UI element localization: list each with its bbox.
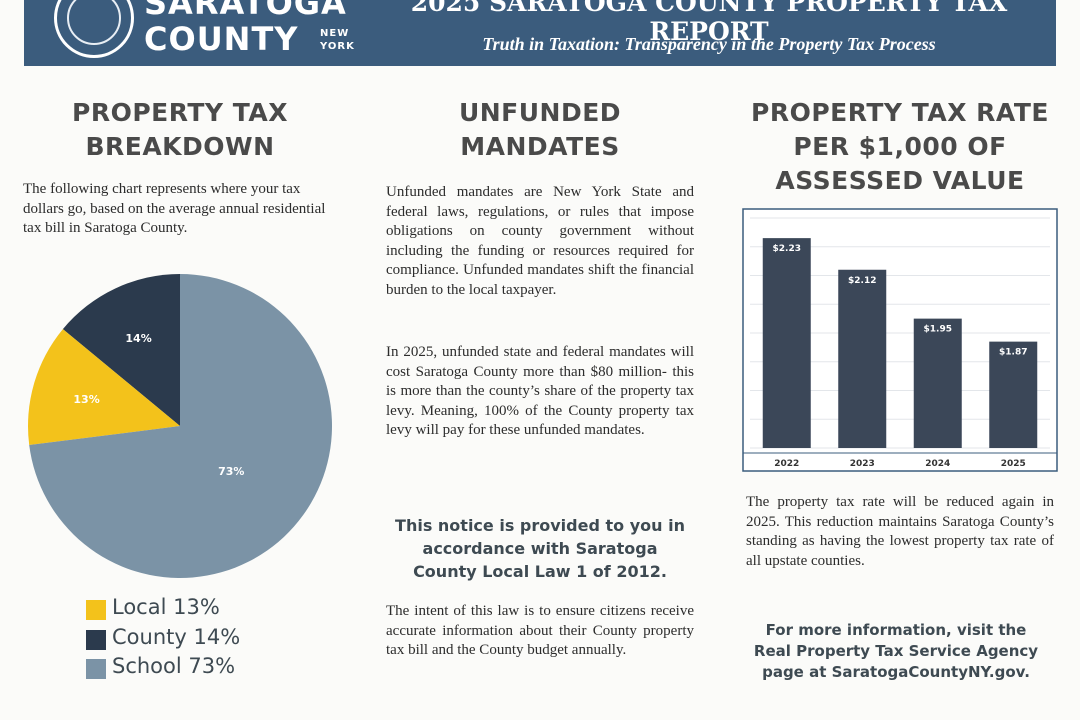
report-subtitle: Truth in Taxation: Transparency in the P… <box>482 34 936 54</box>
x-tick-label-2023: 2023 <box>850 459 875 469</box>
legend-swatch-local <box>86 600 106 620</box>
x-tick-label-2025: 2025 <box>1001 459 1026 469</box>
rate-heading-line1: PROPERTY TAX RATE <box>751 98 1049 127</box>
mandates-heading: UNFUNDED MANDATES <box>390 96 690 164</box>
legend-label-local: Local 13% <box>112 595 220 619</box>
mandates-paragraph-cost: In 2025, unfunded state and federal mand… <box>386 344 694 439</box>
legend-label-county: County 14% <box>112 625 241 649</box>
header-banner: SARATOGA COUNTY NEW YORK 2025 SARATOGA C… <box>24 0 1056 66</box>
breakdown-intro: The following chart represents where you… <box>23 181 326 237</box>
legend-label-school: School 73% <box>112 654 236 678</box>
pie-label-school: 73% <box>218 465 244 478</box>
bar-2024 <box>913 318 962 448</box>
bar-value-label-2024: $1.95 <box>924 325 952 335</box>
local-law-intent: The intent of this law is to ensure citi… <box>386 603 694 659</box>
bar-value-label-2025: $1.87 <box>999 348 1027 358</box>
mandates-heading-line2: MANDATES <box>460 132 620 161</box>
logo-state-york: YORK <box>320 41 355 52</box>
x-tick-label-2024: 2024 <box>925 459 950 469</box>
mandates-paragraph-definition: Unfunded mandates are New York State and… <box>386 184 694 298</box>
logo-saratoga: SARATOGA <box>144 0 347 22</box>
tax-rate-bar-chart: $2.23 2022 $2.12 2023 $1.95 2024 $1.87 2025 <box>742 208 1058 472</box>
bar-value-label-2022: $2.23 <box>773 244 801 254</box>
mandates-heading-line1: UNFUNDED <box>458 98 622 127</box>
legend-swatch-county <box>86 630 106 650</box>
legend-swatch-school <box>86 659 106 679</box>
pie-slice-school <box>29 274 333 578</box>
pie-label-local: 13% <box>73 393 99 406</box>
bar-2022 <box>762 238 811 448</box>
breakdown-heading-line2: BREAKDOWN <box>85 132 275 161</box>
logo-state-new: NEW <box>320 28 350 39</box>
pie-slice-local <box>28 329 181 446</box>
bar-2023 <box>838 269 887 448</box>
rate-heading-line3: ASSESSED VALUE <box>775 166 1025 195</box>
seal-inner-ring <box>67 0 121 45</box>
bar-value-label-2023: $2.12 <box>848 276 876 286</box>
more-info-notice: For more information, visit the Real Pro… <box>753 621 1039 681</box>
rate-heading-line2: PER $1,000 OF <box>793 132 1007 161</box>
breakdown-heading: PROPERTY TAX BREAKDOWN <box>40 96 320 164</box>
rate-heading: PROPERTY TAX RATE PER $1,000 OF ASSESSED… <box>730 96 1070 198</box>
breakdown-heading-line1: PROPERTY TAX <box>72 98 288 127</box>
tax-breakdown-pie-chart: 14% 13% 73% <box>28 274 333 578</box>
rate-description: The property tax rate will be reduced ag… <box>746 494 1054 569</box>
pie-label-county: 14% <box>125 332 151 345</box>
x-tick-label-2022: 2022 <box>774 459 799 469</box>
report-title: 2025 SARATOGA COUNTY PROPERTY TAX REPORT <box>410 0 1008 46</box>
county-seal-icon <box>54 0 134 58</box>
logo-county: COUNTY <box>144 20 299 58</box>
local-law-notice: This notice is provided to you in accord… <box>395 516 685 581</box>
pie-slice-county <box>62 274 180 426</box>
bar-2025 <box>989 341 1038 448</box>
